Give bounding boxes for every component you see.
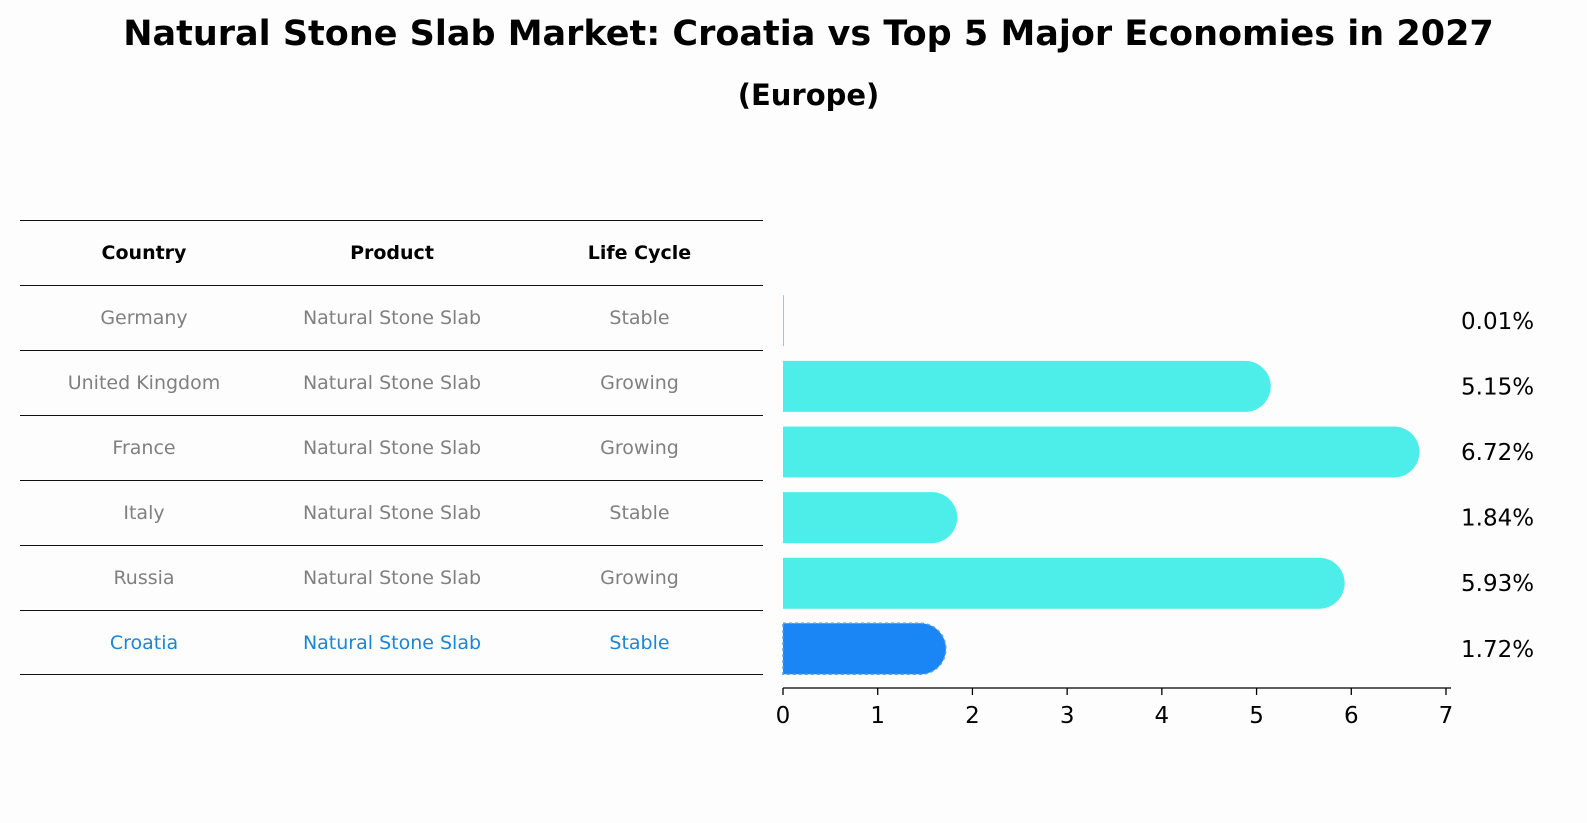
x-tick-label: 2 bbox=[965, 703, 980, 729]
life-cycle-cell: Stable bbox=[609, 307, 670, 329]
life-cycle-cell: Stable bbox=[609, 631, 670, 654]
bar-croatia bbox=[782, 622, 947, 676]
product-cell: Natural Stone Slab bbox=[302, 631, 482, 654]
header-country: Country bbox=[101, 242, 187, 264]
x-tick-label: 1 bbox=[870, 703, 885, 729]
value-label: 5.93% bbox=[1461, 571, 1534, 597]
table-header-row: Country Product Life Cycle bbox=[20, 220, 763, 285]
bar-italy bbox=[783, 492, 958, 544]
header-life-cycle: Life Cycle bbox=[587, 242, 692, 264]
life-cycle-cell: Stable bbox=[609, 502, 670, 524]
life-cycle-cell: Growing bbox=[600, 437, 679, 459]
country-cell: United Kingdom bbox=[67, 372, 221, 394]
table-row: Germany Natural Stone Slab Stable bbox=[20, 285, 763, 350]
life-cycle-cell: Growing bbox=[600, 372, 679, 394]
bar-united-kingdom bbox=[783, 360, 1271, 412]
value-label: 6.72% bbox=[1461, 440, 1534, 466]
x-tick-label: 3 bbox=[1060, 703, 1075, 729]
product-cell: Natural Stone Slab bbox=[302, 437, 482, 459]
chart-title: Natural Stone Slab Market: Croatia vs To… bbox=[123, 14, 1494, 54]
chart-subtitle: (Europe) bbox=[737, 78, 880, 112]
table-row: France Natural Stone Slab Growing bbox=[20, 415, 763, 480]
header-product: Product bbox=[350, 242, 434, 264]
life-cycle-cell: Growing bbox=[600, 567, 679, 589]
table-row-highlight: Croatia Natural Stone Slab Stable bbox=[20, 610, 763, 675]
x-tick-label: 7 bbox=[1439, 703, 1454, 729]
value-label: 1.72% bbox=[1461, 637, 1534, 663]
table-row: United Kingdom Natural Stone Slab Growin… bbox=[20, 350, 763, 415]
country-cell: France bbox=[112, 437, 176, 459]
country-cell: Germany bbox=[100, 307, 188, 329]
x-tick-label: 6 bbox=[1344, 703, 1359, 729]
product-cell: Natural Stone Slab bbox=[302, 567, 482, 589]
x-tick-label: 5 bbox=[1249, 703, 1264, 729]
value-label: 1.84% bbox=[1461, 506, 1534, 532]
country-cell: Croatia bbox=[109, 631, 179, 654]
product-cell: Natural Stone Slab bbox=[302, 307, 482, 329]
country-table: Country Product Life Cycle Germany Natur… bbox=[20, 220, 763, 675]
value-label: 0.01% bbox=[1461, 309, 1534, 335]
table-row: Russia Natural Stone Slab Growing bbox=[20, 545, 763, 610]
x-tick-label: 4 bbox=[1155, 703, 1170, 729]
country-cell: Italy bbox=[123, 502, 165, 524]
x-tick-label: 0 bbox=[776, 703, 791, 729]
country-cell: Russia bbox=[113, 567, 175, 589]
table-row: Italy Natural Stone Slab Stable bbox=[20, 480, 763, 545]
bar-germany bbox=[783, 295, 784, 347]
product-cell: Natural Stone Slab bbox=[302, 372, 482, 394]
product-cell: Natural Stone Slab bbox=[302, 502, 482, 524]
bar-france bbox=[783, 426, 1420, 478]
value-label: 5.15% bbox=[1461, 374, 1534, 400]
bar-russia bbox=[783, 557, 1345, 609]
